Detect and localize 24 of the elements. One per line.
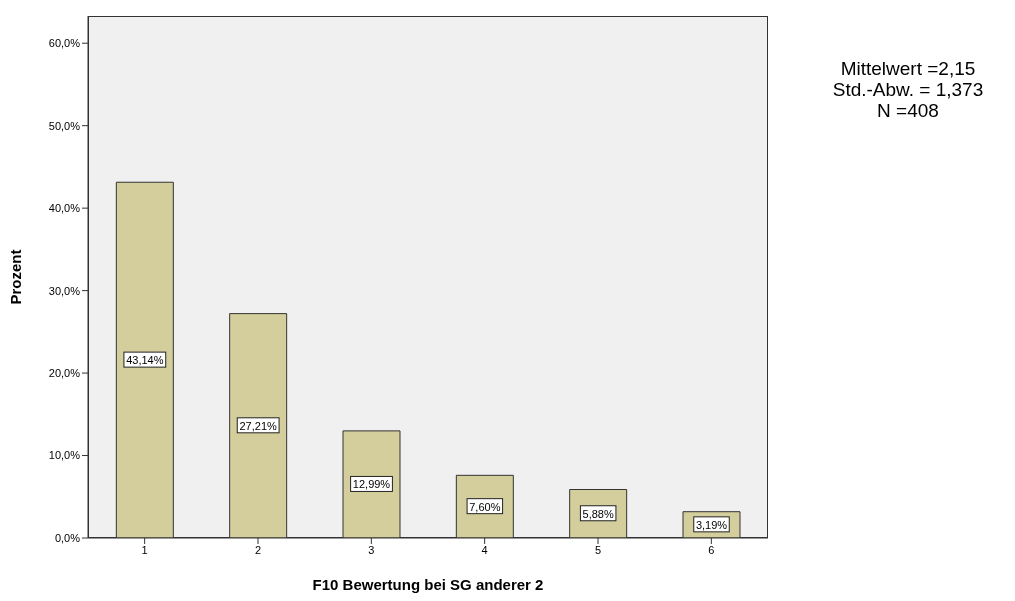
text: Mittelwert =2,15 (839, 58, 977, 79)
y-axis-title: Prozent (7, 249, 25, 305)
x-axis-title: F10 Bewertung bei SG anderer 2 (312, 576, 544, 593)
y-tick-label: 0,0% (54, 531, 81, 544)
y-tick-label: 50,0% (48, 119, 81, 132)
y-tick-label: 40,0% (48, 202, 81, 215)
y-tick-label: 10,0% (48, 449, 81, 462)
data-label: 27,21% (239, 419, 278, 432)
data-label: 3,19% (695, 518, 728, 531)
y-tick-label: 20,0% (48, 366, 81, 379)
data-label: 7,60% (469, 500, 501, 513)
x-tick-label: 6 (708, 543, 715, 556)
x-tick-label: 3 (368, 543, 375, 556)
y-tick-label: 60,0% (48, 37, 81, 50)
x-tick-label: 2 (254, 543, 262, 556)
data-label: 43,14% (126, 354, 164, 367)
x-tick-label: 5 (594, 543, 602, 556)
y-tick-label: 30,0% (48, 284, 81, 297)
text: Std.-Abw. = 1,373 (831, 79, 985, 100)
data-label: 5,88% (582, 507, 614, 520)
data-label: 12,99% (352, 478, 391, 491)
x-tick-label: 1 (141, 543, 148, 556)
text: N =408 (876, 100, 940, 121)
x-tick-label: 4 (481, 543, 488, 556)
